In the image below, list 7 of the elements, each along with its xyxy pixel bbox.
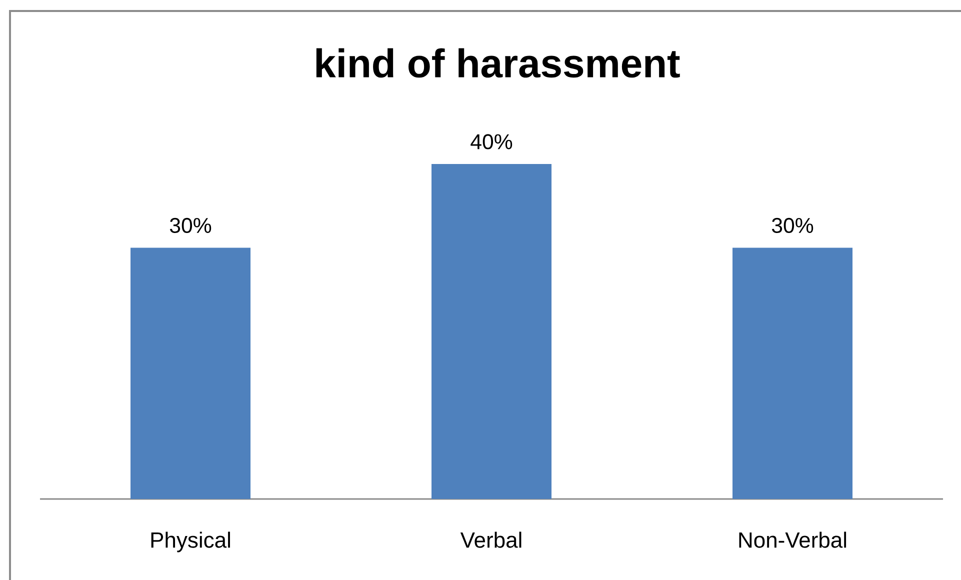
data-label: 40%	[470, 134, 512, 150]
x-tick-label: Verbal	[460, 532, 522, 548]
data-label: 30%	[170, 218, 212, 234]
chart-title: kind of harassment	[316, 48, 680, 78]
x-tick-label: Physical	[151, 532, 230, 552]
x-tick-label: Non-Verbal	[739, 532, 846, 548]
data-label: 30%	[772, 218, 814, 234]
